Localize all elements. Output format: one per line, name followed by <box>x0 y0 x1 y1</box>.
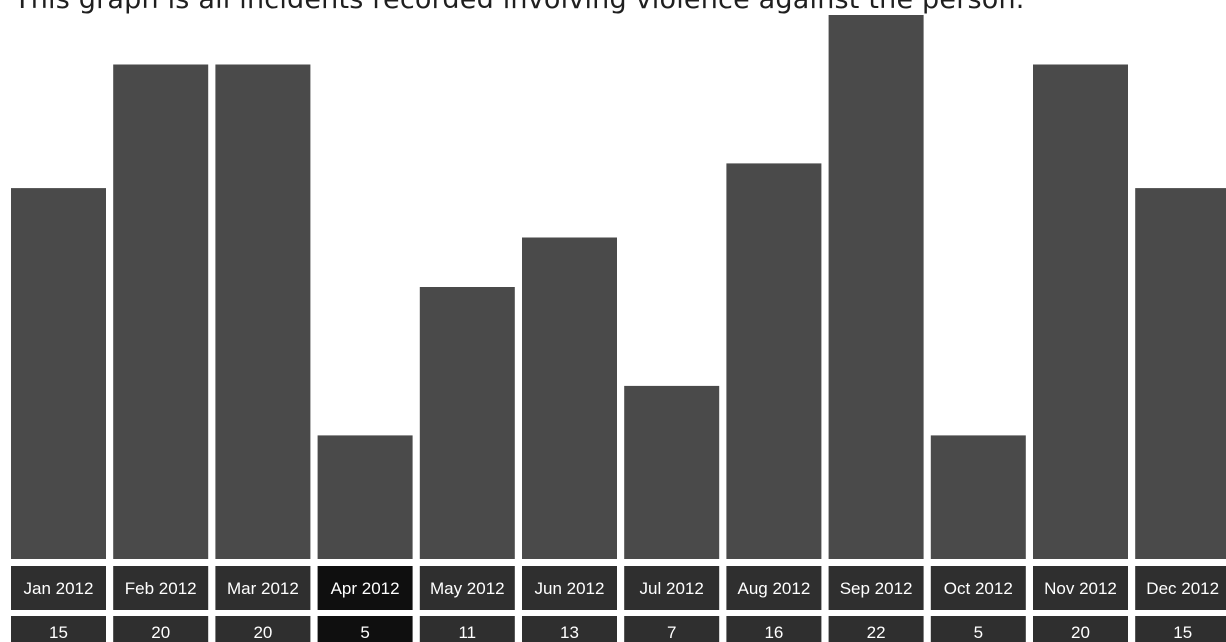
value-label: 13 <box>560 623 579 642</box>
value-label-box <box>215 616 311 642</box>
value-label-box <box>1135 616 1226 642</box>
value-label-box <box>624 616 720 642</box>
category-label: Feb 2012 <box>125 579 197 598</box>
value-label-box <box>522 616 617 642</box>
bar-jun-2012 <box>522 237 617 559</box>
bar-jan-2012 <box>11 188 106 559</box>
category-label: Sep 2012 <box>840 579 913 598</box>
value-label: 5 <box>360 623 369 642</box>
category-label-box <box>828 566 924 610</box>
value-label: 15 <box>49 623 68 642</box>
category-label: Jul 2012 <box>640 579 704 598</box>
bar-sep-2012 <box>828 15 924 559</box>
bar-oct-2012 <box>930 435 1026 559</box>
value-label-box <box>11 616 106 642</box>
value-label: 7 <box>667 623 676 642</box>
bar-mar-2012 <box>215 64 311 559</box>
value-label-box <box>419 616 515 642</box>
value-label-box <box>317 616 413 642</box>
category-label: Nov 2012 <box>1044 579 1117 598</box>
category-label: Jan 2012 <box>24 579 94 598</box>
value-label: 22 <box>867 623 886 642</box>
category-label-box <box>11 566 106 610</box>
bar-may-2012 <box>419 287 515 559</box>
value-label-box <box>113 616 209 642</box>
value-label-box <box>726 616 822 642</box>
category-label-box <box>215 566 311 610</box>
category-label: May 2012 <box>430 579 505 598</box>
value-label-box <box>828 616 924 642</box>
value-label: 16 <box>764 623 783 642</box>
category-label-box <box>317 566 413 610</box>
category-label-box <box>419 566 515 610</box>
value-label-box <box>1033 616 1128 642</box>
category-label-box <box>624 566 720 610</box>
value-label: 20 <box>151 623 170 642</box>
category-label-box <box>522 566 617 610</box>
category-label: Aug 2012 <box>738 579 811 598</box>
category-label: Mar 2012 <box>227 579 299 598</box>
bar-dec-2012 <box>1135 188 1226 559</box>
category-label: Apr 2012 <box>331 579 400 598</box>
category-label: Dec 2012 <box>1146 579 1219 598</box>
category-label: Jun 2012 <box>535 579 605 598</box>
category-label: Oct 2012 <box>944 579 1013 598</box>
category-label-box <box>1135 566 1226 610</box>
value-label: 15 <box>1173 623 1192 642</box>
chart-caption: This graph is all incidents recorded inv… <box>14 0 1025 17</box>
bar-nov-2012 <box>1033 64 1128 559</box>
value-label: 11 <box>458 623 476 642</box>
category-label-box <box>726 566 822 610</box>
bar-apr-2012 <box>317 435 413 559</box>
bar-feb-2012 <box>113 64 209 559</box>
category-label-box <box>930 566 1026 610</box>
value-label: 20 <box>253 623 272 642</box>
category-label-box <box>113 566 209 610</box>
category-label-box <box>1033 566 1128 610</box>
value-label: 5 <box>974 623 983 642</box>
value-label: 20 <box>1071 623 1090 642</box>
bar-aug-2012 <box>726 163 822 559</box>
value-label-box <box>930 616 1026 642</box>
bar-jul-2012 <box>624 385 720 559</box>
